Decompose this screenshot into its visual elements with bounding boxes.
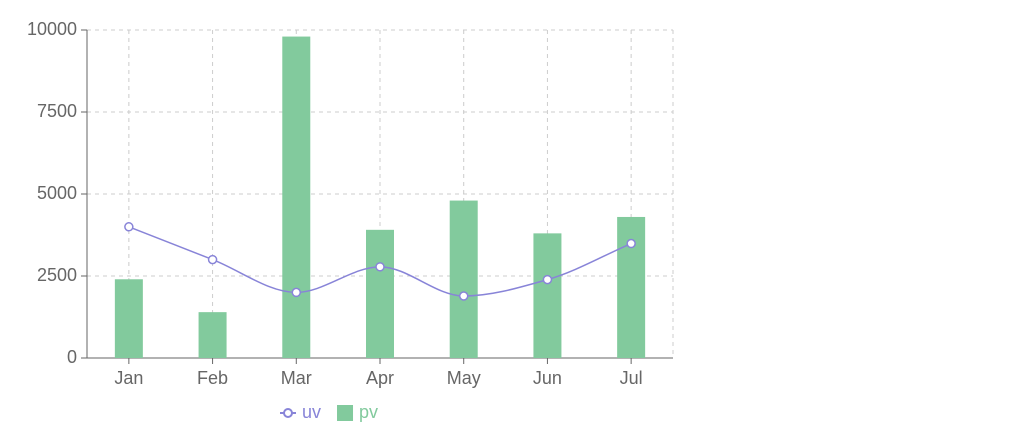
line-dot bbox=[124, 222, 134, 232]
legend-icon bbox=[283, 408, 293, 418]
bar bbox=[282, 36, 311, 359]
bar bbox=[449, 200, 478, 358]
y-tick-label: 2500 bbox=[37, 265, 77, 285]
legend-label: pv bbox=[359, 402, 378, 422]
x-tick-label: Apr bbox=[366, 368, 394, 388]
bar bbox=[366, 229, 394, 358]
x-tick-label: Jul bbox=[620, 368, 643, 388]
x-tick-label: Jan bbox=[114, 368, 143, 388]
legend-label: uv bbox=[302, 402, 321, 422]
bar bbox=[533, 233, 562, 358]
y-tick-label: 7500 bbox=[37, 101, 77, 121]
bar bbox=[617, 216, 646, 358]
y-tick-label: 5000 bbox=[37, 183, 77, 203]
x-tick-label: Feb bbox=[197, 368, 228, 388]
y-tick-label: 0 bbox=[67, 347, 77, 367]
x-tick-label: May bbox=[447, 368, 481, 388]
line-dot bbox=[375, 262, 385, 272]
y-tick-label: 10000 bbox=[27, 19, 77, 39]
line-dot bbox=[458, 291, 469, 301]
line-dot bbox=[542, 274, 553, 285]
line-dot bbox=[291, 287, 302, 298]
legend-icon bbox=[337, 405, 354, 421]
line-dot bbox=[207, 254, 218, 265]
bar bbox=[114, 279, 143, 358]
x-tick-label: Jun bbox=[533, 368, 562, 388]
line-dot bbox=[626, 238, 636, 249]
x-tick-label: Mar bbox=[281, 368, 312, 388]
bar bbox=[198, 312, 227, 358]
